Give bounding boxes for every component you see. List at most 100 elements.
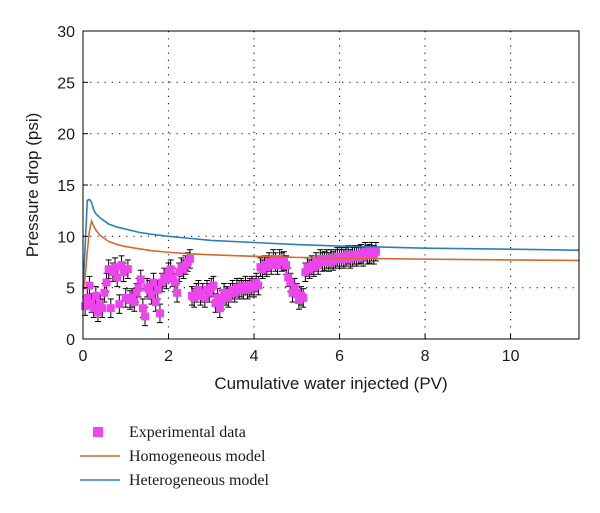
series-1 xyxy=(82,218,580,293)
x-tick-label: 0 xyxy=(79,348,88,365)
data-point xyxy=(138,304,147,313)
data-point xyxy=(267,261,276,270)
data-point xyxy=(211,299,220,308)
legend: Experimental data Homogeneous model Hetero… xyxy=(80,424,270,489)
grid xyxy=(83,31,579,339)
series-line xyxy=(82,218,580,293)
data-point xyxy=(111,263,120,272)
data-point xyxy=(205,288,214,297)
data-point xyxy=(301,268,310,277)
data-point xyxy=(290,283,299,292)
series-layer xyxy=(81,198,580,327)
data-point xyxy=(134,283,143,292)
data-point xyxy=(115,300,124,309)
data-point xyxy=(239,285,248,294)
data-point xyxy=(85,281,94,290)
data-point xyxy=(258,265,267,274)
data-point xyxy=(279,256,288,265)
data-point xyxy=(130,298,139,307)
data-point xyxy=(149,278,158,287)
legend-item-2: Heterogeneous model xyxy=(80,472,270,489)
x-axis-title: Cumulative water injected (PV) xyxy=(214,374,447,393)
data-point xyxy=(175,268,184,277)
data-point xyxy=(209,281,218,290)
x-tick-label: 2 xyxy=(164,348,173,365)
data-point xyxy=(117,261,126,270)
data-point xyxy=(132,288,141,297)
y-tick-label: 15 xyxy=(57,178,75,195)
data-point xyxy=(194,285,203,294)
data-point xyxy=(213,293,222,302)
data-point xyxy=(170,278,179,287)
data-point xyxy=(141,312,149,321)
data-point xyxy=(299,293,308,302)
data-point xyxy=(230,288,239,297)
data-point xyxy=(166,265,175,274)
data-point xyxy=(87,299,96,308)
data-point xyxy=(104,265,113,274)
data-point xyxy=(147,290,156,299)
data-point xyxy=(168,273,177,282)
data-point xyxy=(198,288,207,297)
data-point xyxy=(158,278,167,287)
data-point xyxy=(151,298,160,307)
series-line xyxy=(82,198,580,290)
data-point xyxy=(241,281,250,290)
data-point xyxy=(162,275,171,284)
data-point xyxy=(294,295,303,304)
data-point xyxy=(371,247,380,256)
data-point xyxy=(96,300,105,309)
data-point xyxy=(309,263,318,272)
data-point xyxy=(292,288,301,297)
data-point xyxy=(173,288,182,297)
data-point xyxy=(128,293,137,302)
data-point xyxy=(102,278,111,287)
data-point xyxy=(179,265,188,274)
data-point xyxy=(83,293,92,302)
data-point xyxy=(89,304,98,313)
y-tick-label: 30 xyxy=(57,24,75,41)
data-point xyxy=(250,283,259,292)
y-axis-title: Pressure drop (psi) xyxy=(23,113,42,258)
data-point xyxy=(98,304,107,313)
data-point xyxy=(91,291,100,300)
legend-label: Homogeneous model xyxy=(129,448,266,465)
data-point xyxy=(100,288,109,297)
data-point xyxy=(288,288,297,297)
data-point xyxy=(106,304,115,313)
data-point xyxy=(145,285,154,294)
data-point xyxy=(273,261,282,270)
legend-marker-swatch xyxy=(93,427,103,437)
data-point xyxy=(215,304,224,313)
x-tick-label: 8 xyxy=(421,348,430,365)
data-point xyxy=(200,293,209,302)
data-point xyxy=(282,261,291,270)
data-point xyxy=(136,275,145,284)
y-tick-label: 5 xyxy=(66,281,75,298)
series-2 xyxy=(82,198,580,290)
data-point xyxy=(185,254,194,263)
y-tick-label: 25 xyxy=(57,75,75,92)
data-point xyxy=(305,265,314,274)
x-tick-label: 4 xyxy=(250,348,259,365)
x-tick-label: 10 xyxy=(502,348,520,365)
data-point xyxy=(262,263,271,272)
axis-ticks: 0 5 10 15 20 25 30 0 2 4 6 8 10 xyxy=(57,24,519,365)
y-tick-label: 20 xyxy=(57,127,75,144)
data-point xyxy=(217,295,226,304)
data-point xyxy=(108,268,117,277)
y-tick-label: 0 xyxy=(66,332,75,349)
legend-item-1: Homogeneous model xyxy=(80,448,266,465)
data-point xyxy=(123,265,132,274)
y-tick-label: 10 xyxy=(57,229,75,246)
data-point xyxy=(153,285,162,294)
data-point xyxy=(284,273,293,282)
data-point xyxy=(155,309,164,318)
data-point xyxy=(286,278,295,287)
data-point xyxy=(119,268,128,277)
data-point xyxy=(344,250,353,259)
legend-label: Experimental data xyxy=(129,424,246,441)
data-point xyxy=(113,273,122,282)
